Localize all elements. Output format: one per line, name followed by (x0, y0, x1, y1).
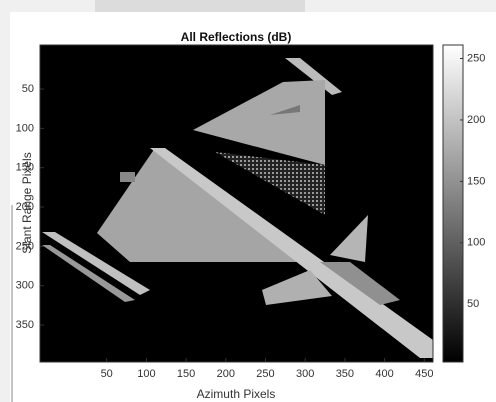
image-feature (262, 270, 332, 305)
x-tick-label: 300 (296, 368, 314, 380)
image-feature (285, 58, 342, 95)
y-tick-label: 150 (16, 162, 34, 174)
colorbar-tick-label: 200 (467, 114, 485, 126)
image-feature (215, 152, 325, 215)
image-feature (120, 172, 135, 182)
image-feature (320, 262, 400, 305)
y-axis-label: Slant Range Pixels (20, 152, 34, 253)
chart-title: All Reflections (dB) (181, 30, 292, 44)
x-axis-label: Azimuth Pixels (197, 387, 276, 401)
x-tick-label: 250 (256, 368, 274, 380)
x-tick-label: 400 (375, 368, 393, 380)
y-tick-label: 100 (16, 122, 34, 134)
x-tick-label: 50 (101, 368, 113, 380)
colorbar-tick-label: 250 (467, 52, 485, 64)
window-panel (95, 0, 305, 12)
x-tick-label: 150 (177, 368, 195, 380)
x-tick-label: 350 (336, 368, 354, 380)
image-feature (330, 215, 368, 262)
colorbar-tick-label: 100 (467, 237, 485, 249)
x-tick-label: 450 (415, 368, 433, 380)
image-feature (270, 105, 300, 115)
y-tick-label: 300 (16, 280, 34, 292)
colorbar-tick-label: 150 (467, 175, 485, 187)
image-feature (42, 232, 150, 295)
y-tick-label: 350 (16, 319, 34, 331)
image-feature (150, 148, 433, 358)
colorbar (442, 44, 464, 363)
x-tick-label: 200 (217, 368, 235, 380)
y-tick-label: 200 (16, 201, 34, 213)
image-area (40, 45, 433, 362)
image-feature (97, 148, 300, 262)
colorbar-tick-label: 50 (467, 298, 479, 310)
y-tick-label: 250 (16, 240, 34, 252)
y-tick-label: 50 (22, 83, 34, 95)
image-feature (42, 245, 135, 302)
axes-frame (39, 44, 434, 363)
x-tick-label: 100 (137, 368, 155, 380)
image-feature (193, 80, 325, 165)
